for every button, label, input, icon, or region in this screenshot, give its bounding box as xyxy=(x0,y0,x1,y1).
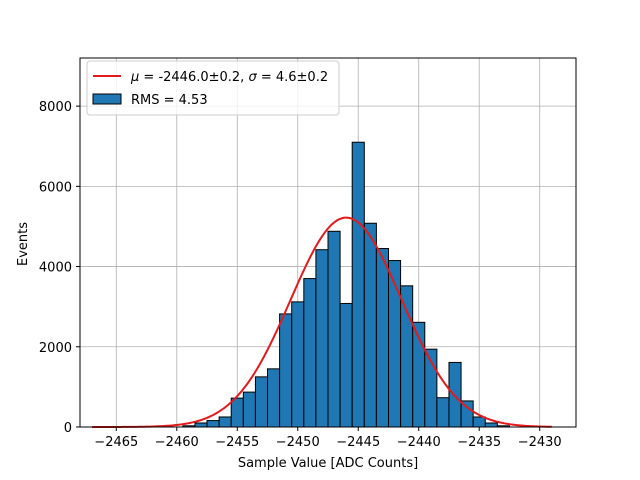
histogram-bar xyxy=(267,368,281,428)
x-tick-label: −2450 xyxy=(276,435,320,450)
y-tick-label: 2000 xyxy=(39,341,72,356)
histogram-bar xyxy=(291,301,305,428)
histogram-bar xyxy=(206,420,220,428)
x-tick-label: −2430 xyxy=(518,435,562,450)
x-tick-label: −2465 xyxy=(94,435,138,450)
histogram-bar xyxy=(351,141,365,428)
legend-hist-swatch xyxy=(92,93,122,105)
x-axis-ticks: −2465 −2460 −2455 −2450 −2445 −2440 −2435 −2430 xyxy=(94,427,562,450)
legend-sigma-symbol: σ xyxy=(248,70,257,85)
histogram-bar xyxy=(218,416,232,428)
histogram-bar xyxy=(230,397,244,428)
histogram-bar xyxy=(400,285,414,428)
x-axis-label: Sample Value [ADC Counts] xyxy=(238,456,418,471)
histogram-bar xyxy=(194,422,208,428)
histogram-bars xyxy=(182,141,510,428)
histogram-bar xyxy=(375,248,389,428)
y-tick-label: 4000 xyxy=(39,261,72,276)
x-tick-label: −2440 xyxy=(397,435,441,450)
histogram-bar xyxy=(472,416,486,428)
histogram-bar xyxy=(327,230,341,428)
x-tick-label: −2435 xyxy=(457,435,501,450)
legend: μ = -2446.0±0.2, σ = 4.6±0.2 RMS = 4.53 xyxy=(86,60,340,116)
histogram-bar xyxy=(484,422,498,428)
x-tick-label: −2460 xyxy=(155,435,199,450)
histogram-bar xyxy=(254,376,269,428)
legend-box xyxy=(86,60,340,116)
gaussian-fit-curve xyxy=(92,216,552,428)
y-axis-label: Events xyxy=(16,222,31,266)
histogram-bar xyxy=(315,249,329,428)
plot-frame xyxy=(79,57,577,428)
y-axis-ticks: 0 2000 4000 6000 8000 xyxy=(39,100,80,436)
legend-hist-label: RMS = 4.53 xyxy=(131,93,208,108)
x-tick-label: −2455 xyxy=(215,435,259,450)
histogram-bar xyxy=(279,313,293,428)
histogram-bar xyxy=(339,302,353,428)
y-tick-label: 0 xyxy=(64,421,72,436)
histogram-bar xyxy=(363,222,377,428)
y-tick-label: 6000 xyxy=(39,180,72,195)
legend-mu-text: = -2446.0±0.2, xyxy=(139,70,248,85)
y-tick-label: 8000 xyxy=(39,100,72,115)
histogram-bar xyxy=(242,391,256,428)
histogram-bar xyxy=(303,278,317,428)
legend-sigma-text: = 4.6±0.2 xyxy=(257,70,328,85)
legend-fit-label: μ = -2446.0±0.2, σ = 4.6±0.2 xyxy=(130,70,328,85)
legend-mu-symbol: μ xyxy=(130,70,139,85)
x-tick-label: −2445 xyxy=(336,435,380,450)
histogram-bar xyxy=(436,397,450,428)
